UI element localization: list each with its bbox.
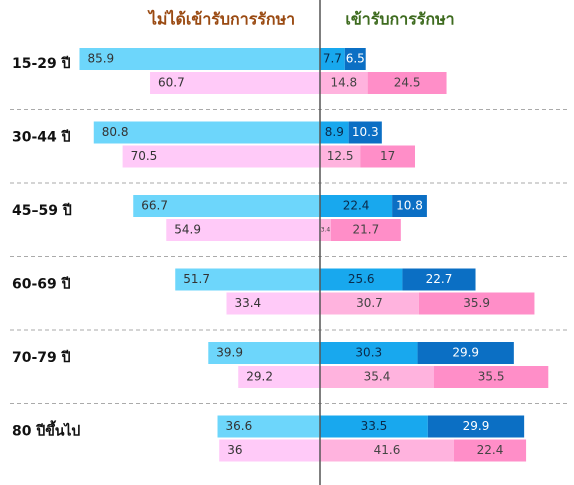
right-bar <box>320 219 331 241</box>
right-bar <box>367 72 447 94</box>
left-bar <box>208 342 320 364</box>
value-label: 29.9 <box>463 419 490 433</box>
left-bar <box>79 48 320 70</box>
right-bar <box>320 342 418 364</box>
value-label: 80.8 <box>102 125 129 139</box>
value-label: 30.3 <box>355 346 382 360</box>
value-label: 30.7 <box>356 296 383 310</box>
right-bar <box>344 48 366 70</box>
value-label: 35.9 <box>463 296 490 310</box>
category-label: 60-69 ปี <box>12 277 71 293</box>
value-label: 29.2 <box>246 370 273 384</box>
left-bar <box>217 415 320 438</box>
value-label: 60.7 <box>158 76 185 90</box>
value-label: 33.5 <box>361 419 388 433</box>
right-bar <box>417 342 514 364</box>
value-label: 8.9 <box>325 125 344 139</box>
right-bar <box>402 268 476 291</box>
right-bar <box>330 219 401 241</box>
left-bar <box>238 366 320 388</box>
right-bar <box>320 268 403 291</box>
category-label: 80 ปีขึ้นไป <box>12 420 80 440</box>
value-label: 6.5 <box>346 52 365 66</box>
value-label: 22.4 <box>343 199 370 213</box>
value-label: 7.7 <box>323 52 342 66</box>
category-label: 30-44 ปี <box>12 130 71 146</box>
right-bar <box>320 121 349 144</box>
right-bar <box>320 195 393 217</box>
value-label: 36 <box>227 443 242 457</box>
right-bar <box>320 415 428 438</box>
left-bar <box>133 195 320 217</box>
category-label: 70-79 ปี <box>12 350 71 366</box>
left-bar <box>122 145 320 168</box>
left-bar <box>226 292 320 315</box>
left-bar <box>219 439 320 462</box>
right-bar <box>320 439 454 462</box>
value-label: 22.4 <box>477 443 504 457</box>
value-label: 10.8 <box>396 199 423 213</box>
value-label: 39.9 <box>216 346 243 360</box>
value-label: 21.7 <box>353 223 380 237</box>
left-bar <box>150 72 320 94</box>
value-label: 70.5 <box>131 149 158 163</box>
value-label: 17 <box>380 149 395 163</box>
right-bar <box>320 72 368 94</box>
right-bar <box>320 292 419 315</box>
right-bar <box>453 439 527 462</box>
value-label: 41.6 <box>374 443 401 457</box>
value-label: 24.5 <box>394 76 421 90</box>
left-bar <box>93 121 320 144</box>
value-label: 22.7 <box>426 272 453 286</box>
value-label: 3.4 <box>321 227 331 234</box>
left-bar <box>175 268 320 291</box>
value-label: 51.7 <box>183 272 210 286</box>
value-label: 35.4 <box>364 370 391 384</box>
right-bar <box>320 48 345 70</box>
value-label: 25.6 <box>348 272 375 286</box>
left-header: ไม่ได้เข้ารับการรักษา <box>147 10 295 29</box>
right-bar <box>320 145 361 168</box>
value-label: 33.4 <box>234 296 261 310</box>
right-bar <box>392 195 427 217</box>
value-label: 66.7 <box>141 199 168 213</box>
right-bar <box>320 366 434 388</box>
right-bar <box>418 292 535 315</box>
value-label: 10.3 <box>352 125 379 139</box>
right-header: เข้ารับการรักษา <box>345 10 454 29</box>
value-label: 36.6 <box>226 419 253 433</box>
right-bar <box>348 121 382 144</box>
value-label: 14.8 <box>330 76 357 90</box>
right-bar <box>427 415 525 438</box>
value-label: 35.5 <box>478 370 505 384</box>
right-bar <box>433 366 549 388</box>
value-label: 12.5 <box>327 149 354 163</box>
category-label: 15-29 ปี <box>12 56 71 72</box>
value-label: 29.9 <box>452 346 479 360</box>
right-bar <box>360 145 415 168</box>
category-label: 45–59 ปี <box>12 203 72 219</box>
value-label: 54.9 <box>174 223 201 237</box>
value-label: 85.9 <box>87 52 114 66</box>
left-bar <box>166 219 320 241</box>
